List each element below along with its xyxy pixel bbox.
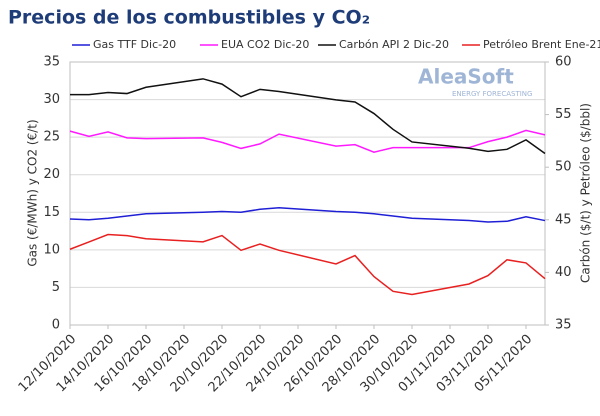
- y2-tick-label: 45: [555, 212, 572, 227]
- logo-subtitle: ENERGY FORECASTING: [452, 90, 532, 98]
- y-tick-label: 30: [43, 92, 60, 107]
- logo: AleaSoft: [418, 65, 514, 89]
- y-tick-label: 20: [43, 167, 60, 182]
- chart-title: Precios de los combustibles y CO₂: [8, 7, 370, 29]
- y2-tick-label: 55: [555, 107, 572, 122]
- series-line: [69, 207, 546, 223]
- y2-tick-label: 50: [555, 160, 572, 175]
- y-tick-label: 0: [52, 318, 60, 333]
- legend-label: EUA CO2 Dic-20: [221, 38, 309, 51]
- y-tick-label: 5: [52, 280, 60, 295]
- y2-axis-label: Carbón ($/t) y Petróleo ($/bbl): [579, 103, 593, 283]
- y2-tick-label: 60: [555, 55, 572, 70]
- y-tick-label: 25: [43, 130, 60, 145]
- series-line: [69, 233, 546, 296]
- series-line: [69, 129, 546, 153]
- legend-label: Gas TTF Dic-20: [93, 38, 176, 51]
- y2-tick-label: 40: [555, 265, 572, 280]
- series-line: [70, 78, 546, 155]
- y-axis-label: Gas (€/MWh) y CO2 (€/t): [26, 119, 40, 266]
- legend-label: Carbón API 2 Dic-20: [339, 38, 449, 51]
- y2-tick-label: 35: [555, 318, 572, 333]
- y-tick-label: 15: [43, 205, 60, 220]
- y-tick-label: 10: [43, 242, 60, 257]
- y-tick-label: 35: [43, 55, 60, 70]
- plot-frame: [69, 61, 546, 326]
- legend-label: Petróleo Brent Ene-21: [483, 38, 600, 51]
